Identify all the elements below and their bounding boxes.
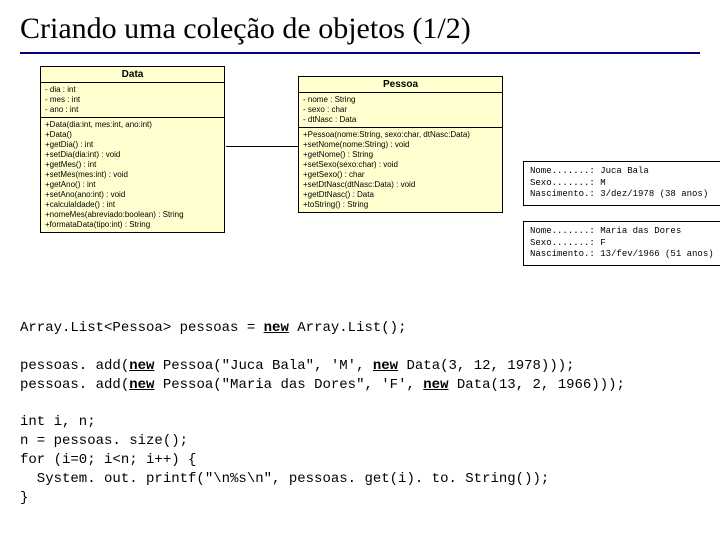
page-title: Criando uma coleção de objetos (1/2) — [20, 12, 700, 46]
uml-data-title: Data — [41, 67, 224, 83]
keyword-new: new — [129, 377, 154, 393]
keyword-new: new — [129, 358, 154, 374]
uml-diagram-area: Data - dia : int - mes : int - ano : int… — [20, 66, 700, 311]
uml-data-attrs: - dia : int - mes : int - ano : int — [41, 83, 224, 118]
code-line-5: n = pessoas. size(); — [20, 432, 700, 451]
uml-pessoa-ops: +Pessoa(nome:String, sexo:char, dtNasc:D… — [299, 128, 502, 212]
code-line-2: pessoas. add(new Pessoa("Juca Bala", 'M'… — [20, 357, 700, 376]
output-box-1: Nome.......: Juca Bala Sexo.......: M Na… — [523, 161, 720, 206]
code-line-7: System. out. printf("\n%s\n", pessoas. g… — [20, 470, 700, 489]
code-line-4: int i, n; — [20, 413, 700, 432]
keyword-new: new — [373, 358, 398, 374]
keyword-new: new — [423, 377, 448, 393]
keyword-new: new — [264, 320, 289, 336]
uml-class-data: Data - dia : int - mes : int - ano : int… — [40, 66, 225, 233]
code-line-8: } — [20, 489, 700, 508]
uml-class-pessoa: Pessoa - nome : String - sexo : char - d… — [298, 76, 503, 213]
title-rule — [20, 52, 700, 54]
code-line-6: for (i=0; i<n; i++) { — [20, 451, 700, 470]
code-block: Array.List<Pessoa> pessoas = new Array.L… — [20, 319, 700, 508]
code-line-1: Array.List<Pessoa> pessoas = new Array.L… — [20, 319, 700, 338]
output-box-2: Nome.......: Maria das Dores Sexo.......… — [523, 221, 720, 266]
uml-data-ops: +Data(dia:int, mes:int, ano:int) +Data()… — [41, 118, 224, 232]
uml-pessoa-title: Pessoa — [299, 77, 502, 93]
uml-pessoa-attrs: - nome : String - sexo : char - dtNasc :… — [299, 93, 502, 128]
uml-association-line — [226, 146, 298, 147]
code-line-3: pessoas. add(new Pessoa("Maria das Dores… — [20, 376, 700, 395]
